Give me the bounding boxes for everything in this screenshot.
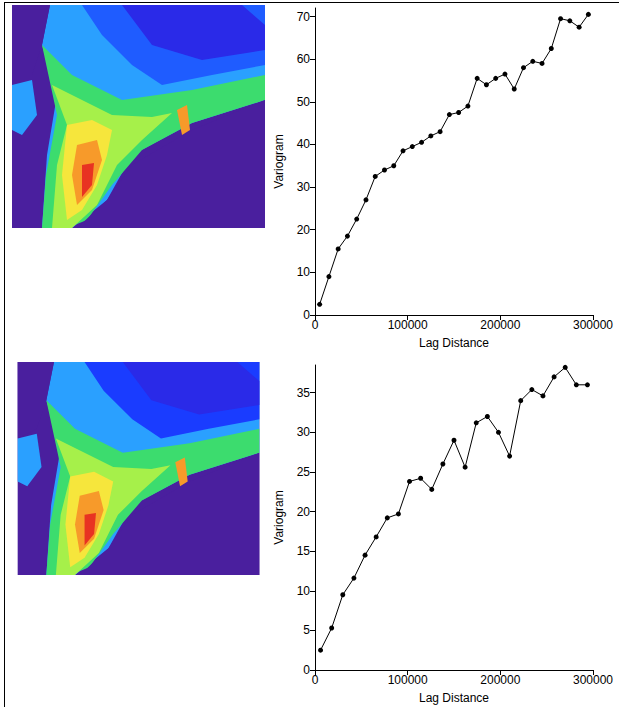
svg-text:10: 10 [297,584,311,598]
svg-text:200000: 200000 [480,673,520,687]
svg-text:5: 5 [303,623,310,637]
svg-text:70: 70 [297,10,311,24]
svg-text:40: 40 [297,137,311,151]
svg-text:Lag Distance: Lag Distance [419,336,489,350]
svg-text:Variogram: Variogram [272,134,286,188]
svg-text:20: 20 [297,505,311,519]
svg-text:100000: 100000 [388,673,428,687]
svg-text:30: 30 [297,180,311,194]
svg-text:300000: 300000 [573,318,613,332]
svg-text:100000: 100000 [388,318,428,332]
svg-text:15: 15 [297,544,311,558]
svg-text:200000: 200000 [480,318,520,332]
svg-text:30: 30 [297,425,311,439]
svg-text:0: 0 [303,308,310,322]
svg-text:50: 50 [297,95,311,109]
svg-text:0: 0 [303,663,310,677]
svg-text:60: 60 [297,52,311,66]
svg-text:20: 20 [297,223,311,237]
svg-text:0: 0 [312,673,319,687]
svg-text:25: 25 [297,465,311,479]
svg-text:300000: 300000 [573,673,613,687]
svg-text:10: 10 [297,265,311,279]
svg-text:35: 35 [297,386,311,400]
svg-text:0: 0 [312,318,319,332]
svg-text:Variogram: Variogram [272,490,286,544]
svg-text:Lag Distance: Lag Distance [419,691,489,705]
